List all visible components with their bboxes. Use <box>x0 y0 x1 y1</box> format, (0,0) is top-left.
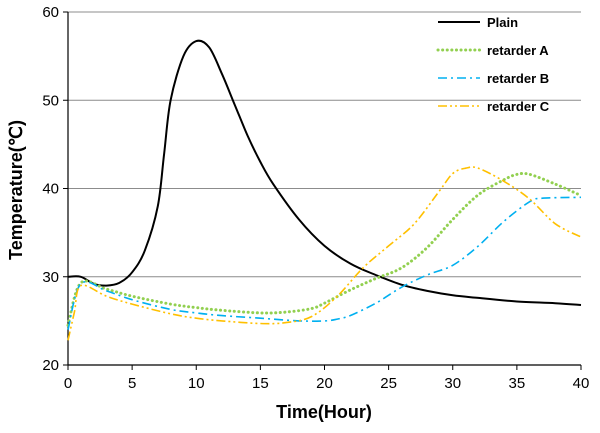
x-tick-label: 5 <box>128 375 136 392</box>
y-axis-ticks: 20 30 40 50 60 <box>42 4 68 374</box>
y-tick-label: 60 <box>42 4 59 21</box>
grid-lines <box>68 11 581 278</box>
x-axis-title: Time(Hour) <box>276 402 372 422</box>
x-tick-label: 40 <box>573 375 590 392</box>
legend-label: Plain <box>487 15 518 30</box>
series-line-retarder-c <box>67 166 582 341</box>
x-tick-label: 35 <box>509 375 526 392</box>
legend-label: retarder C <box>487 99 550 114</box>
x-tick-label: 25 <box>380 375 397 392</box>
x-tick-label: 30 <box>444 375 461 392</box>
y-tick-label: 30 <box>42 269 59 286</box>
y-tick-label: 40 <box>42 181 59 198</box>
y-tick-label: 20 <box>42 357 59 374</box>
legend-label: retarder B <box>487 71 549 86</box>
x-tick-label: 0 <box>64 375 72 392</box>
series-line-plain <box>67 39 582 306</box>
series-lines <box>66 39 583 341</box>
legend: Plain retarder A retarder B retarder C <box>436 15 550 114</box>
x-tick-label: 10 <box>188 375 205 392</box>
legend-label: retarder A <box>487 43 549 58</box>
y-tick-label: 50 <box>42 92 59 109</box>
y-axis-title: Temperature(℃) <box>6 120 26 260</box>
x-tick-label: 20 <box>316 375 333 392</box>
x-axis-ticks: 0 5 10 15 20 25 30 35 40 <box>64 365 590 392</box>
series-line-retarder-b <box>67 196 582 330</box>
x-tick-label: 15 <box>252 375 269 392</box>
